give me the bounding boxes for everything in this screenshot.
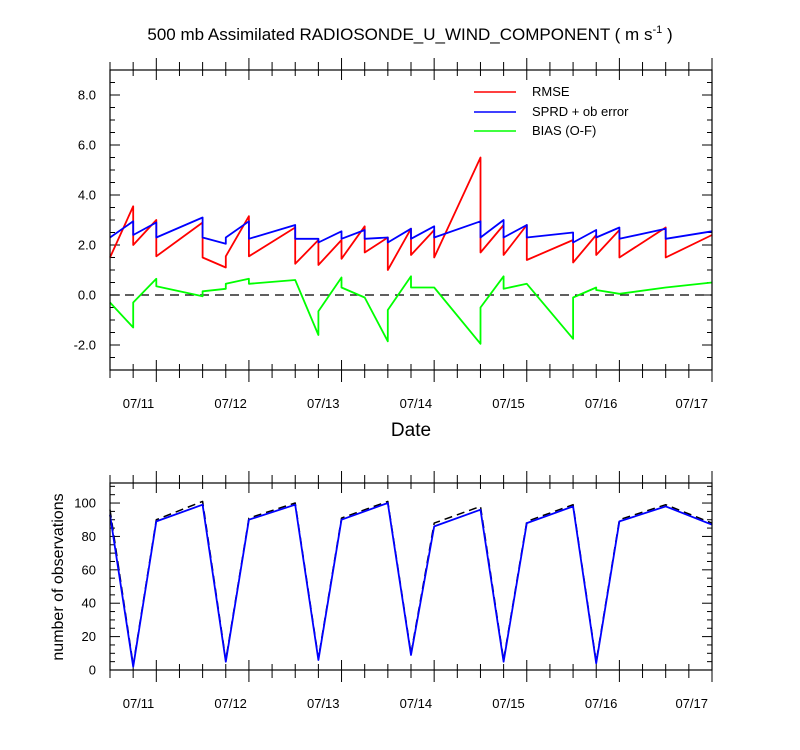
x-tick-label: 07/11 — [123, 696, 155, 711]
y-tick-label: 0 — [89, 663, 96, 678]
top-y-tick-labels: -2.0 0.0 2.0 4.0 6.0 8.0 — [74, 88, 96, 353]
rmse-bias-panel: -2.0 0.0 2.0 4.0 6.0 8.0 07/11 07/12 07/13 07/14… — [74, 58, 713, 441]
series-line-0 — [109, 500, 713, 666]
bottom-plot-frame — [109, 482, 713, 671]
bottom-series-lines — [109, 500, 713, 668]
x-tick-label: 07/12 — [214, 696, 247, 711]
bottom-y-tick-labels: 0 20 40 60 80 100 — [74, 496, 96, 678]
y-tick-label: 40 — [82, 596, 96, 611]
series-line-1 — [109, 216, 713, 245]
chart-title-close: ) — [662, 25, 672, 44]
y-tick-label: 0.0 — [78, 288, 96, 303]
top-plot-frame — [109, 69, 713, 371]
x-tick-label: 07/17 — [675, 396, 708, 411]
x-tick-label: 07/15 — [492, 696, 525, 711]
top-series-lines — [109, 156, 713, 345]
y-tick-label: 2.0 — [78, 238, 96, 253]
bottom-ticks — [109, 471, 713, 682]
y-tick-label: 100 — [74, 496, 96, 511]
x-tick-label: 07/13 — [307, 396, 340, 411]
x-tick-label: 07/16 — [585, 396, 618, 411]
x-tick-label: 07/13 — [307, 696, 340, 711]
y-tick-label: -2.0 — [74, 338, 96, 353]
y-tick-label: 60 — [82, 562, 96, 577]
chart-title: 500 mb Assimilated RADIOSONDE_U_WIND_COM… — [147, 24, 672, 44]
x-tick-label: 07/11 — [123, 396, 155, 411]
y-tick-label: 8.0 — [78, 88, 96, 103]
series-line-1 — [109, 502, 713, 668]
x-tick-label: 07/12 — [214, 396, 247, 411]
legend-label-rmse: RMSE — [532, 84, 570, 99]
x-tick-label: 07/17 — [675, 696, 708, 711]
bottom-x-tick-labels: 07/11 07/12 07/13 07/14 07/15 07/16 07/17 — [123, 696, 708, 711]
series-line-0 — [109, 156, 713, 271]
x-tick-label: 07/14 — [400, 396, 433, 411]
y-tick-label: 20 — [82, 629, 96, 644]
x-tick-label: 07/15 — [492, 396, 525, 411]
legend: RMSE SPRD + ob error BIAS (O-F) — [474, 84, 629, 138]
top-x-axis-title: Date — [391, 420, 431, 441]
chart-title-superscript: -1 — [652, 24, 662, 36]
y-tick-label: 6.0 — [78, 138, 96, 153]
bottom-y-axis-title: number of observations — [50, 493, 67, 660]
series-line-2 — [109, 275, 713, 345]
y-tick-label: 80 — [82, 529, 96, 544]
x-tick-label: 07/16 — [585, 696, 618, 711]
y-tick-label: 4.0 — [78, 188, 96, 203]
x-tick-label: 07/14 — [400, 696, 433, 711]
top-x-tick-labels: 07/11 07/12 07/13 07/14 07/15 07/16 07/17 — [123, 396, 708, 411]
legend-label-bias: BIAS (O-F) — [532, 123, 596, 138]
legend-label-sprd: SPRD + ob error — [532, 104, 629, 119]
